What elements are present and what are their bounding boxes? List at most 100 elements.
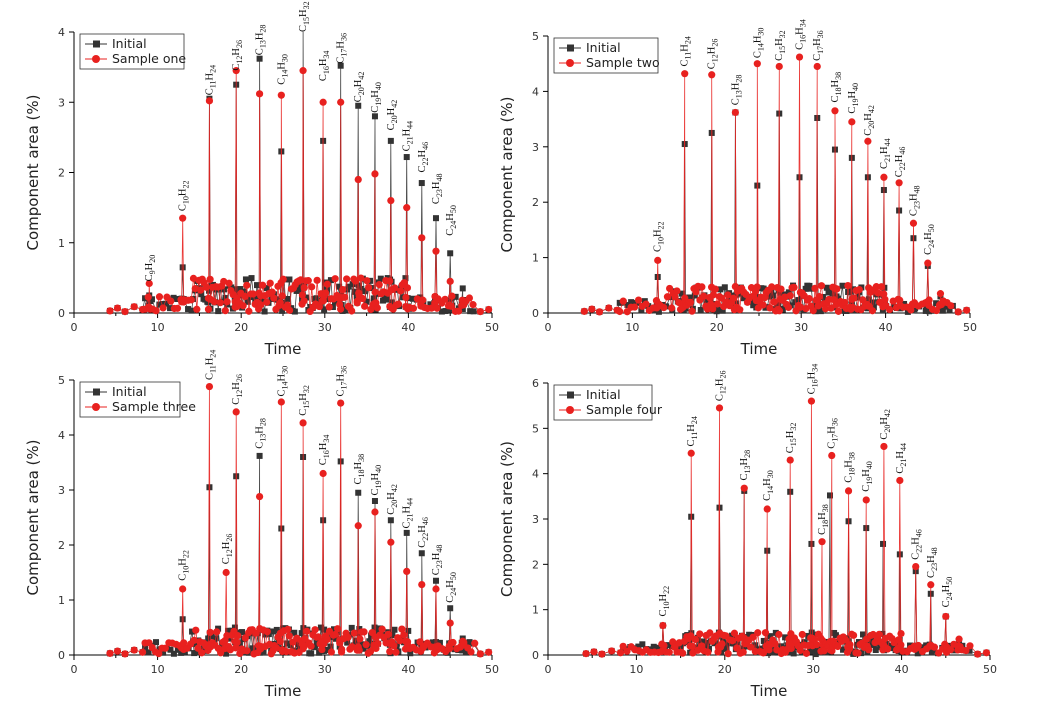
data-point-circle <box>660 304 668 312</box>
data-point-circle <box>834 307 843 315</box>
data-point-square <box>167 646 174 653</box>
data-point-circle <box>854 649 862 657</box>
peak-formula-label: C19H40 <box>370 82 383 113</box>
data-point-circle <box>828 451 836 460</box>
data-point-circle <box>729 294 737 302</box>
data-point-circle <box>396 637 404 645</box>
x-tick-label: 50 <box>963 321 977 334</box>
y-tick-label: 2 <box>58 167 65 180</box>
data-point-square <box>760 285 767 292</box>
x-tick-label: 20 <box>718 663 732 676</box>
data-point-circle <box>955 635 963 643</box>
data-point-square <box>231 286 238 293</box>
data-point-circle <box>875 630 883 638</box>
data-point-square <box>198 291 205 298</box>
legend-marker-circle <box>566 59 574 67</box>
peak-formula-label: C11H24 <box>204 350 217 380</box>
data-point-circle <box>245 307 253 315</box>
data-point-square <box>802 285 809 292</box>
data-point-circle <box>232 408 240 416</box>
data-point-circle <box>465 294 474 302</box>
peak-formula-label: C11H24 <box>680 36 693 66</box>
data-point-circle <box>371 170 379 178</box>
peak-formula-label: C16H34 <box>318 435 331 466</box>
data-point-circle <box>739 648 747 656</box>
data-point-square <box>315 298 322 305</box>
peak-formula-label: C22H46 <box>417 517 430 548</box>
data-point-square <box>159 300 166 307</box>
data-point-square <box>405 627 412 634</box>
peak-formula-label: C14H30 <box>276 366 289 397</box>
data-point-circle <box>225 279 233 287</box>
legend-marker-circle <box>92 403 100 411</box>
data-point-circle <box>681 70 689 78</box>
y-tick-label: 0 <box>58 649 65 662</box>
data-point-square <box>407 650 414 657</box>
data-point-circle <box>598 650 606 658</box>
data-point-square <box>717 286 724 293</box>
data-point-circle <box>914 641 922 650</box>
legend-box <box>553 37 659 74</box>
data-point-circle <box>841 298 849 307</box>
data-point-circle <box>476 307 484 316</box>
data-point-square <box>371 113 378 120</box>
data-point-square <box>291 308 298 315</box>
data-point-square <box>438 308 445 315</box>
data-point-circle <box>387 197 395 205</box>
data-point-circle <box>936 290 945 298</box>
legend-marker-circle <box>566 406 574 414</box>
data-point-circle <box>298 291 306 299</box>
data-point-circle <box>855 285 863 294</box>
data-point-circle <box>807 397 816 405</box>
data-point-square <box>459 285 466 292</box>
data-point-circle <box>130 303 138 311</box>
data-point-circle <box>833 285 841 293</box>
peak-formula-label: C16H34 <box>318 51 331 82</box>
data-point-circle <box>427 304 436 312</box>
data-point-square <box>303 294 310 301</box>
data-point-square <box>254 282 261 289</box>
legend-box <box>79 33 185 70</box>
data-point-circle <box>144 293 152 301</box>
data-point-circle <box>276 637 284 645</box>
data-point-circle <box>761 629 770 637</box>
data-point-square <box>325 646 332 653</box>
data-point-circle <box>605 304 613 312</box>
series-line-initial <box>109 31 489 313</box>
data-point-square <box>832 632 839 639</box>
data-point-square <box>721 284 728 291</box>
data-point-circle <box>371 288 379 296</box>
data-point-square <box>808 285 815 292</box>
data-point-square <box>261 308 268 315</box>
data-point-circle <box>715 404 724 412</box>
data-point-square <box>329 304 336 311</box>
y-tick-label: 3 <box>532 513 539 526</box>
data-point-square <box>357 285 364 292</box>
data-point-circle <box>374 640 382 648</box>
data-point-circle <box>813 641 821 649</box>
peak-formula-label: C16H34 <box>795 19 808 50</box>
data-point-square <box>336 283 343 290</box>
data-point-circle <box>191 284 199 293</box>
data-point-square <box>387 517 394 524</box>
data-point-square <box>383 296 390 303</box>
data-point-circle <box>711 285 719 293</box>
peak-formula-label: C20H42 <box>386 100 399 131</box>
y-tick-label: 5 <box>58 374 65 387</box>
data-point-square <box>260 648 267 655</box>
data-point-circle <box>333 625 342 633</box>
data-point-square <box>298 630 305 637</box>
data-point-square <box>237 286 244 293</box>
data-point-circle <box>365 284 373 292</box>
data-point-circle <box>441 295 449 303</box>
peak-formula-label: C20H42 <box>879 409 892 440</box>
data-point-square <box>809 648 816 655</box>
data-point-square <box>373 629 380 636</box>
data-point-circle <box>173 304 182 312</box>
data-point-circle <box>285 632 293 640</box>
data-point-square <box>638 307 645 314</box>
data-point-circle <box>864 137 872 145</box>
data-point-square <box>466 639 473 646</box>
data-point-circle <box>386 277 394 285</box>
x-tick-label: 0 <box>71 321 78 334</box>
